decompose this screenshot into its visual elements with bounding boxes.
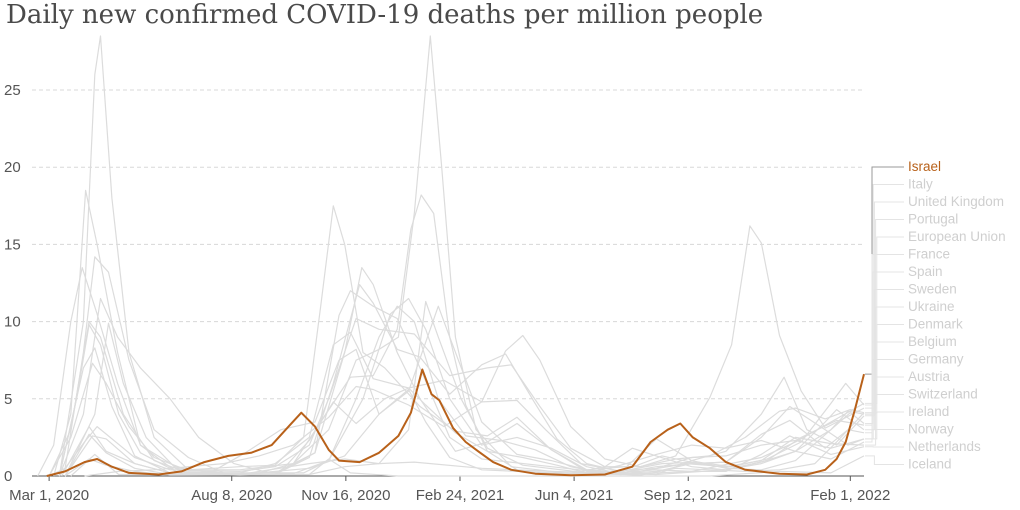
legend-label-portugal: Portugal [908,212,958,227]
legend-label-belgium: Belgium [908,334,957,349]
legend: Israel Italy United Kingdom Portugal Europea… [865,159,1006,472]
legend-label-denmark: Denmark [908,317,963,332]
x-axis: Mar 1, 2020 Aug 8, 2020 Nov 16, 2020 Feb 24… [9,475,890,504]
series-line-belgium [58,35,865,477]
legend-label-norway: Norway [908,422,954,437]
x-tick: Jun 4, 2021 [535,487,613,504]
legend-leader-germany [865,359,904,440]
x-tick-label: Jun 4, 2021 [535,487,613,504]
y-tick: 20 [4,159,21,176]
legend-leader-norway [865,429,904,443]
x-tick: Aug 8, 2020 [191,487,272,504]
series-line-italy [37,267,865,477]
legend-leader-iceland [865,455,904,465]
legend-label-switzerland: Switzerland [908,387,978,402]
legend-leader-switzerland [865,394,904,446]
x-tick: Mar 1, 2020 [9,487,89,504]
legend-leader-ireland [865,411,904,440]
legend-leader-israel [865,166,904,375]
x-tick-label: Mar 1, 2020 [9,487,89,504]
legend-leader-italy [865,184,904,406]
legend-leader-sweden [865,289,904,414]
y-tick: 25 [4,82,21,99]
y-tick-label: 5 [4,391,12,408]
series-line-iceland [70,453,865,477]
series-line-israel [46,368,865,477]
legend-leader-portugal [865,219,904,415]
legend-leader-belgium [865,341,904,434]
y-tick: 5 [4,391,12,408]
x-tick-label: Aug 8, 2020 [191,487,272,504]
legend-leader-united-kingdom [865,201,904,431]
y-tick: 15 [4,236,21,253]
legend-label-iceland: Iceland [908,457,952,472]
legend-label-european-union: European Union [908,229,1006,244]
x-tick: Feb 24, 2021 [416,487,504,504]
y-tick-label: 15 [4,236,21,253]
x-tick-label: Feb 24, 2021 [416,487,504,504]
legend-label-ukraine: Ukraine [908,299,955,314]
legend-label-netherlands: Netherlands [908,439,981,454]
legend-label-germany: Germany [908,352,964,367]
series-line-netherlands [58,324,865,477]
series-line-united-kingdom [48,194,865,477]
x-tick-label: Sep 12, 2021 [644,487,733,504]
x-tick: Feb 1, 2022 [810,487,890,504]
series-line-ireland [64,300,865,477]
series-line-germany [64,297,865,477]
y-tick: 0 [4,468,12,485]
x-tick: Sep 12, 2021 [644,487,733,504]
series-line-portugal [58,35,865,477]
highlighted-series-line [46,368,865,477]
legend-label-italy: Italy [908,177,933,192]
legend-label-united-kingdom: United Kingdom [908,194,1004,209]
x-tick: Nov 16, 2020 [301,487,390,504]
y-tick-label: 10 [4,314,21,331]
legend-label-ireland: Ireland [908,404,949,419]
y-tick: 10 [4,314,21,331]
legend-leader-spain [865,271,904,424]
legend-leader-ukraine [865,306,904,409]
legend-label-france: France [908,247,950,262]
legend-label-israel: Israel [908,159,941,174]
y-tick-label: 25 [4,82,21,99]
x-tick-label: Nov 16, 2020 [301,487,390,504]
legend-leader-austria [865,376,904,417]
chart-title: Daily new confirmed COVID-19 deaths per … [6,0,764,30]
legend-label-spain: Spain [908,264,943,279]
y-tick-label: 20 [4,159,21,176]
legend-leader-denmark [865,324,904,404]
series-line-switzerland [58,290,865,477]
legend-label-sweden: Sweden [908,282,957,297]
x-tick-label: Feb 1, 2022 [810,487,890,504]
y-tick-label: 0 [4,468,12,485]
legend-leader-france [865,254,904,426]
background-series-lines [37,35,865,477]
legend-label-austria: Austria [908,369,951,384]
series-line-norway [64,441,865,477]
series-line-ukraine [84,225,865,477]
